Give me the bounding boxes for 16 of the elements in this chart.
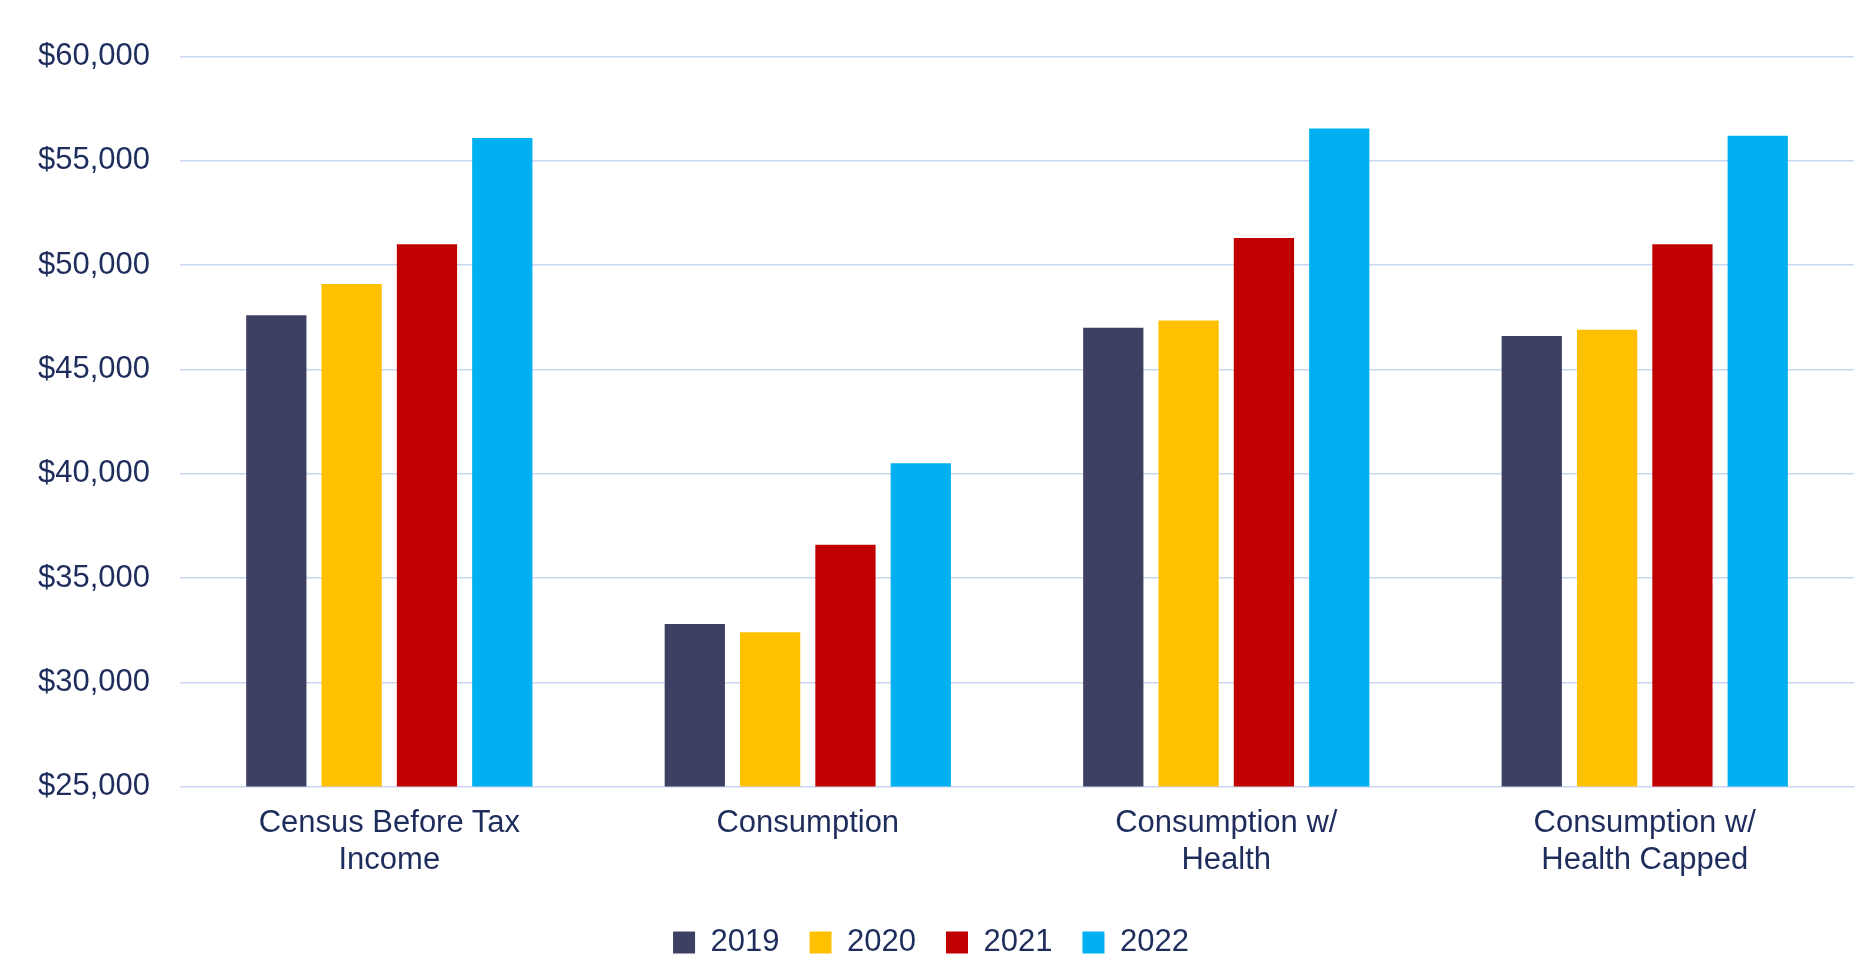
y-tick-label: $50,000 bbox=[37, 245, 151, 281]
y-tick-label: $40,000 bbox=[37, 454, 151, 490]
y-tick-label: $25,000 bbox=[37, 767, 151, 803]
legend-label: 2019 bbox=[710, 923, 780, 959]
x-tick-label: Consumption w/ Health bbox=[1115, 803, 1338, 876]
y-tick-label: $35,000 bbox=[37, 558, 151, 594]
legend-label: 2022 bbox=[1119, 923, 1189, 959]
legend-label: 2020 bbox=[847, 923, 917, 959]
y-tick-label: $60,000 bbox=[37, 37, 151, 73]
x-tick-label: Consumption bbox=[716, 803, 900, 839]
legend-label: 2021 bbox=[983, 923, 1053, 959]
y-tick-label: $30,000 bbox=[37, 662, 151, 698]
y-tick-label: $45,000 bbox=[37, 350, 151, 385]
x-tick-label: Consumption w/ Health Capped bbox=[1533, 803, 1757, 876]
y-tick-label: $55,000 bbox=[37, 141, 151, 177]
x-tick-label: Census Before Tax Income bbox=[258, 803, 521, 876]
